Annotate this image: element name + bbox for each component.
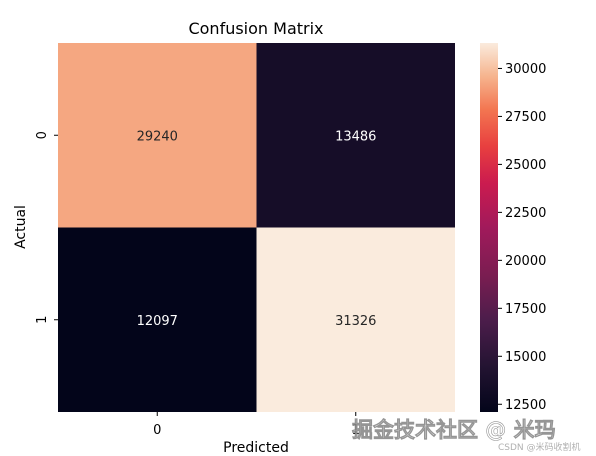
x-tick-label-0: 0	[153, 423, 161, 438]
y-axis-label: Actual	[13, 205, 29, 249]
colorbar-tick-label-0: 12500	[505, 398, 546, 413]
heatmap-value-1-0: 12097	[137, 314, 178, 329]
colorbar-tick-label-6: 27500	[505, 110, 546, 125]
x-tick-label-1: 1	[352, 423, 360, 438]
colorbar-tick-label-2: 17500	[505, 302, 546, 317]
heatmap-cell-1-1	[256, 227, 455, 412]
colorbar-tick-label-1: 15000	[505, 350, 546, 365]
watermark-sub: CSDN @米码收割机	[498, 441, 581, 453]
heatmap-value-1-1: 31326	[335, 314, 376, 329]
watermark-main: 掘金技术社区 @ 米玛	[352, 418, 556, 442]
chart-title: Confusion Matrix	[188, 19, 323, 38]
y-tick-label-1: 1	[35, 316, 50, 324]
heatmap-value-0-1: 13486	[335, 129, 376, 144]
heatmap-cells	[58, 43, 455, 412]
heatmap-value-0-0: 29240	[137, 129, 178, 144]
x-axis-label: Predicted	[223, 440, 289, 456]
heatmap-cell-1-0	[58, 227, 257, 412]
colorbar-ticks: 12500 15000 17500 20000 22500 25000 27500 30000	[498, 62, 546, 413]
colorbar-tick-label-3: 20000	[505, 254, 546, 269]
colorbar	[480, 43, 498, 412]
colorbar-tick-label-5: 25000	[505, 158, 546, 173]
heatmap-cell-0-1	[256, 43, 455, 228]
colorbar-tick-label-7: 30000	[505, 62, 546, 77]
colorbar-tick-label-4: 22500	[505, 206, 546, 221]
y-axis-ticks: 01	[35, 131, 58, 324]
y-tick-label-0: 0	[35, 131, 50, 139]
heatmap-cell-0-0	[58, 43, 257, 228]
heatmap-value-labels: 29240 13486 12097 31326	[137, 129, 377, 329]
